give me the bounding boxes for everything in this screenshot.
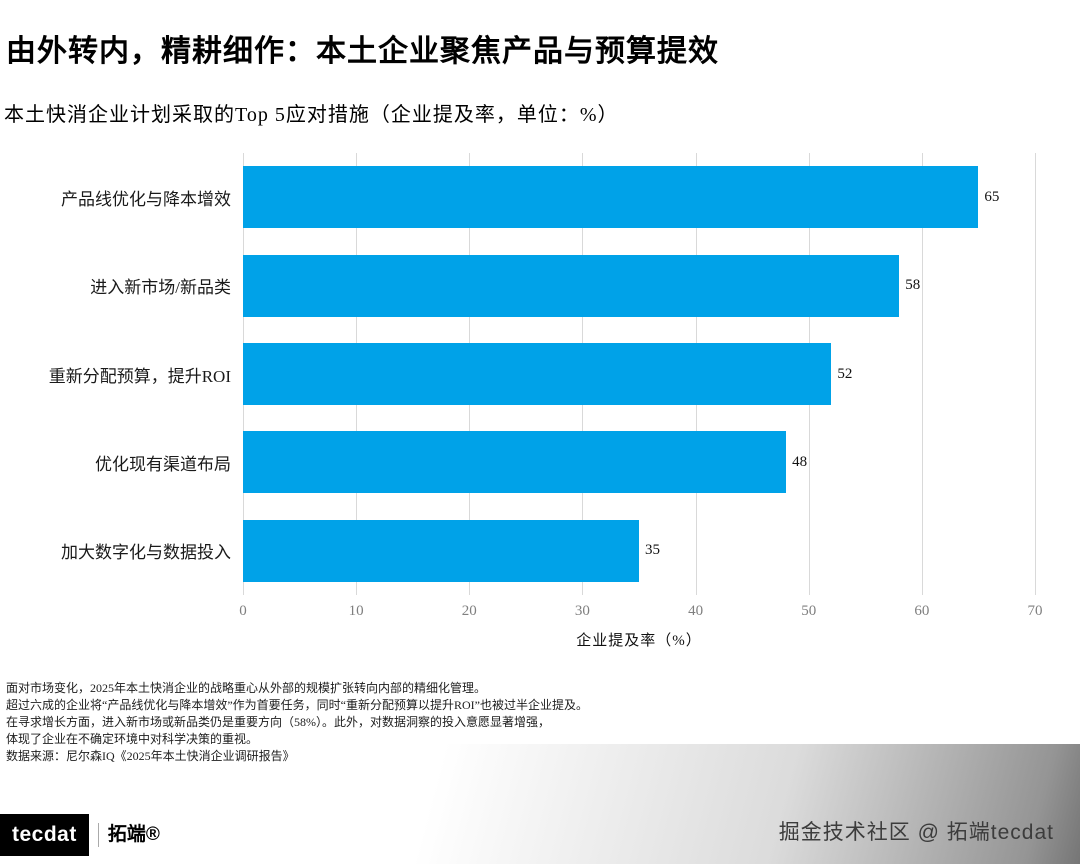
bar <box>243 166 979 229</box>
category-label: 加大数字化与数据投入 <box>61 543 231 563</box>
bar <box>243 519 639 582</box>
footnote-line: 体现了企业在不确定环境中对科学决策的重视。 <box>6 732 259 746</box>
tecdat-logo-box: tecdat <box>0 814 89 856</box>
bar <box>243 343 832 406</box>
gridline <box>921 153 923 595</box>
bar <box>243 254 900 317</box>
x-tick-label: 20 <box>461 603 477 619</box>
bar-rows: 65 58 52 48 35 <box>243 153 1035 595</box>
data-source: 数据来源：尼尔森IQ《2025年本土快消企业调研报告》 <box>6 749 295 763</box>
footnote-line: 超过六成的企业将“产品线优化与降本增效”作为首要任务，同时“重新分配预算以提升R… <box>6 698 588 712</box>
x-tick-label: 40 <box>688 603 704 619</box>
bar-value-label: 52 <box>837 365 853 382</box>
watermark: 掘金技术社区 @ 拓端tecdat <box>778 821 1054 844</box>
tecdat-logo: tecdat 拓端® <box>0 814 160 856</box>
y-axis-labels: 产品线优化与降本增效进入新市场/新品类重新分配预算，提升ROI 优化现有渠道布局加… <box>6 153 243 595</box>
x-axis-ticks: 0 10 20 30 40 50 60 70 <box>239 603 1042 625</box>
category-label: 产品线优化与降本增效 <box>61 189 231 209</box>
category-label: 优化现有渠道布局 <box>95 454 231 474</box>
bar-value-label: 65 <box>984 188 1000 205</box>
bar-row: 48 <box>243 418 1035 506</box>
plot-wrap: 65 58 52 48 35 0 10 20 30 40 50 60 70 企业提及率（%） <box>239 153 1043 650</box>
x-tick-label: 10 <box>348 603 364 619</box>
footnote-line: 面对市场变化，2025年本土快消企业的战略重心从外部的规模扩张转向内部的精细化管… <box>6 681 487 695</box>
page-title: 由外转内，精耕细作：本土企业聚焦产品与预算提效 <box>6 35 719 68</box>
footnote-line: 在寻求增长方面，进入新市场或新品类仍是重要方向（58%）。此外，对数据洞察的投入… <box>6 715 551 729</box>
footnotes: 面对市场变化，2025年本土快消企业的战略重心从外部的规模扩张转向内部的精细化管… <box>0 650 1080 748</box>
chart-subtitle: 本土快消企业计划采取的Top 5应对措施（企业提及率，单位：%） <box>4 104 619 126</box>
gridline <box>1035 153 1036 595</box>
bar-value-label: 48 <box>792 453 808 470</box>
x-tick-label: 30 <box>574 603 590 619</box>
bar <box>243 431 787 494</box>
x-axis-title: 企业提及率（%） <box>576 633 702 649</box>
bar-row: 35 <box>243 507 1035 595</box>
category-label: 进入新市场/新品类 <box>90 278 231 298</box>
bar-value-label: 58 <box>905 277 921 294</box>
x-tick-label: 50 <box>801 603 817 619</box>
bar-row: 52 <box>243 330 1035 418</box>
bar-value-label: 35 <box>645 542 660 559</box>
bar-row: 58 <box>243 241 1035 329</box>
plot-area: 65 58 52 48 35 <box>243 153 1036 595</box>
tecdat-logo-cn: 拓端® <box>97 823 160 847</box>
x-tick-label: 70 <box>1027 603 1043 619</box>
x-tick-label: 0 <box>239 603 247 619</box>
bar-chart: 产品线优化与降本增效进入新市场/新品类重新分配预算，提升ROI 优化现有渠道布局加… <box>6 153 1043 650</box>
bar-row: 65 <box>243 153 1035 241</box>
category-label: 重新分配预算，提升ROI <box>48 366 231 386</box>
x-tick-label: 60 <box>914 603 930 619</box>
